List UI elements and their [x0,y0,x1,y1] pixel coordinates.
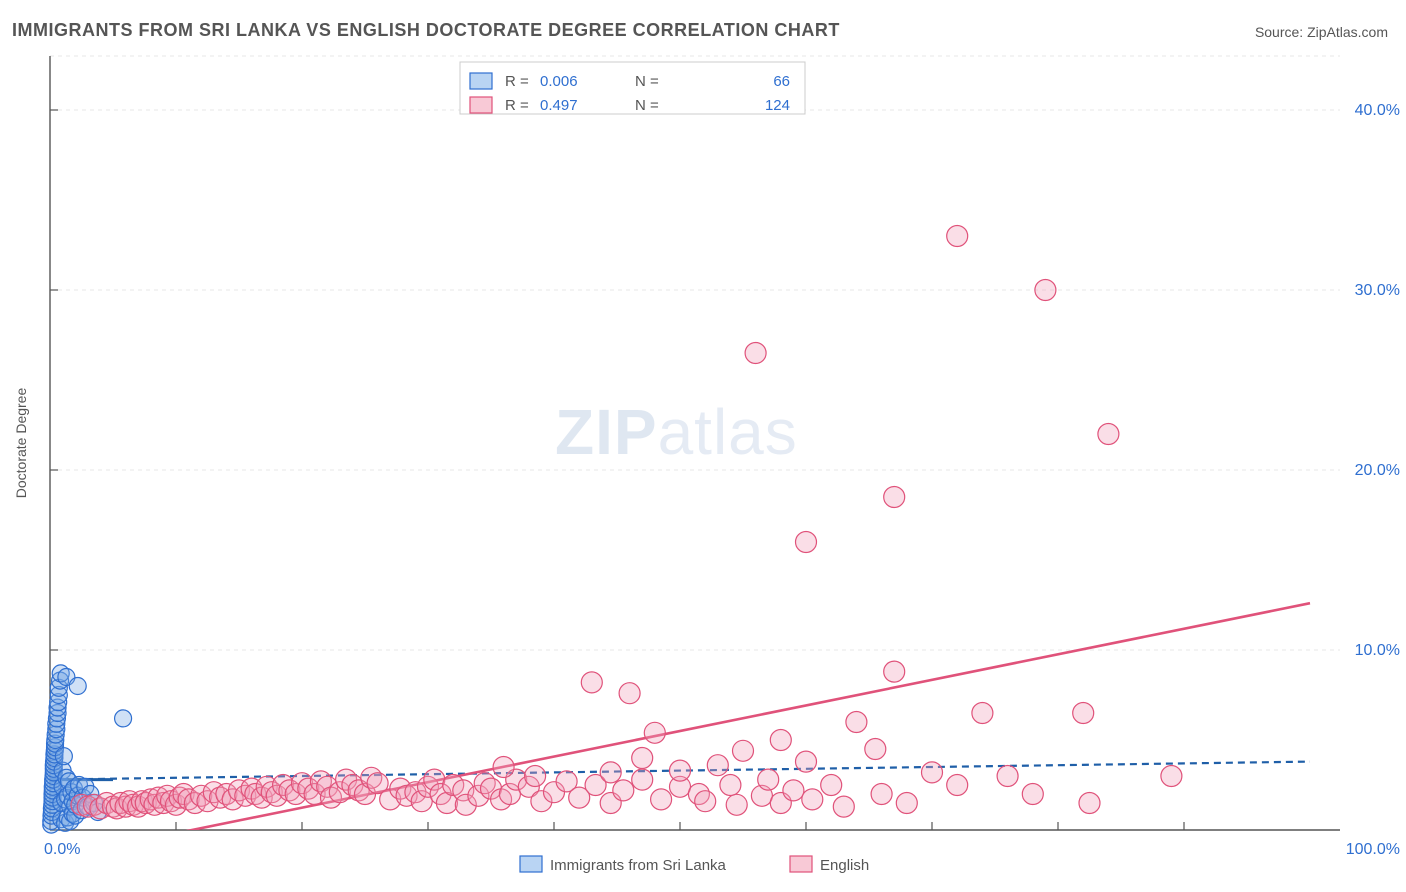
point-english [997,766,1018,787]
point-english [619,683,640,704]
point-english [1098,424,1119,445]
point-english [802,789,823,810]
point-english [1022,784,1043,805]
legend-n-value: 124 [765,97,790,114]
y-tick-label: 20.0% [1355,462,1400,479]
point-english [947,226,968,247]
point-english [1035,280,1056,301]
point-english [865,739,886,760]
point-sri_lanka [69,678,86,695]
trend-line-english [50,603,1310,859]
point-english [670,760,691,781]
point-sri_lanka [115,710,132,727]
legend-n-label: N = [635,73,659,90]
point-english [896,793,917,814]
point-english [632,748,653,769]
point-english [600,762,621,783]
correlation-chart: 10.0% 20.0% 30.0% 40.0% 0.0% 100.0% Doctorate … [0,0,1406,892]
point-english [922,762,943,783]
legend-swatch [470,73,492,89]
point-english [833,796,854,817]
point-english [846,712,867,733]
point-english [525,766,546,787]
point-english [972,703,993,724]
point-english [733,740,754,761]
legend-r-value: 0.497 [540,97,578,114]
legend-r-label: R = [505,97,529,114]
point-english [632,769,653,790]
legend-bottom-swatch [520,856,542,872]
point-english [884,487,905,508]
point-english [644,722,665,743]
x-max-label: 100.0% [1346,841,1400,858]
legend-bottom-label: Immigrants from Sri Lanka [550,857,727,874]
point-english [720,775,741,796]
point-english [493,757,514,778]
point-english [745,343,766,364]
point-sri_lanka [55,748,72,765]
y-tick-label: 30.0% [1355,282,1400,299]
point-english [613,780,634,801]
y-tick-label: 10.0% [1355,642,1400,659]
legend-n-value: 66 [773,73,790,90]
point-english [796,532,817,553]
y-axis-label: Doctorate Degree [13,388,29,499]
point-english [651,789,672,810]
y-tick-label: 40.0% [1355,102,1400,119]
legend-r-label: R = [505,73,529,90]
point-english [707,755,728,776]
point-english [695,791,716,812]
point-english [1161,766,1182,787]
legend-bottom-label: English [820,857,869,874]
point-english [726,794,747,815]
point-english [1073,703,1094,724]
legend-swatch [470,97,492,113]
point-english [770,730,791,751]
legend-r-value: 0.006 [540,73,578,90]
point-english [783,780,804,801]
legend-bottom-swatch [790,856,812,872]
point-english [758,769,779,790]
point-english [1079,793,1100,814]
point-english [947,775,968,796]
point-english [796,751,817,772]
point-english [581,672,602,693]
point-english [871,784,892,805]
legend-n-label: N = [635,97,659,114]
point-english [821,775,842,796]
point-english [884,661,905,682]
x-min-label: 0.0% [44,841,80,858]
